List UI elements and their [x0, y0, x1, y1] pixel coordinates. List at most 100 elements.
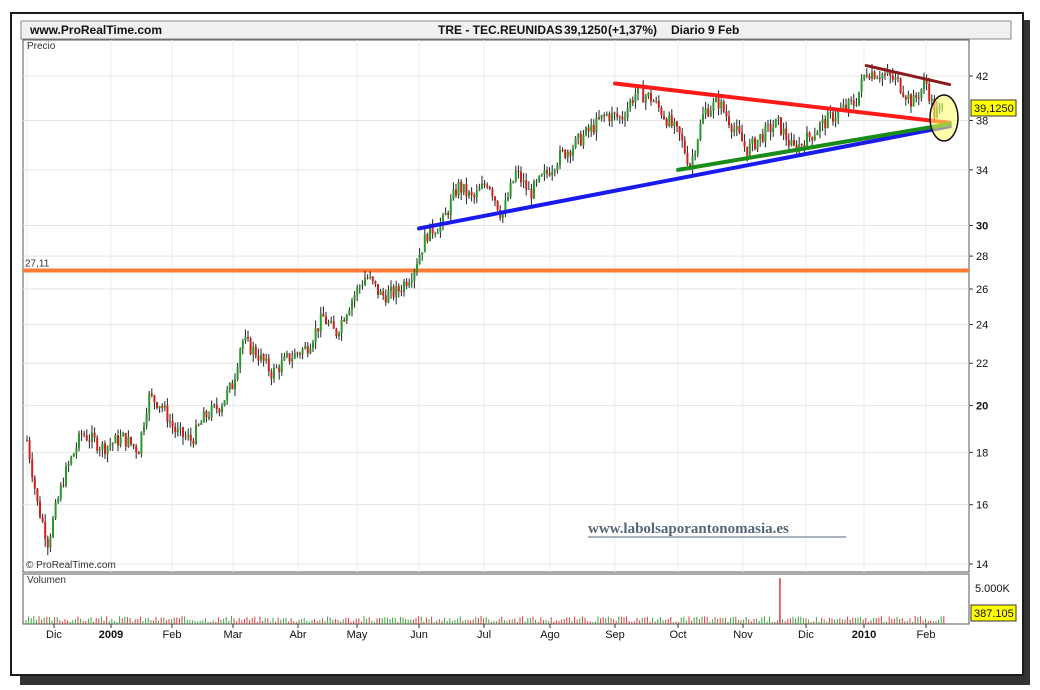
- candle-body: [605, 113, 608, 116]
- y-tick-label: 38: [976, 115, 988, 127]
- candle-body: [800, 143, 803, 145]
- candle-body: [915, 95, 918, 98]
- candle-body: [577, 133, 580, 138]
- x-tick-label: Abr: [289, 629, 306, 641]
- candle-body: [496, 200, 499, 211]
- candle-body: [124, 432, 127, 447]
- candle-body: [283, 356, 286, 361]
- x-tick-label: May: [347, 629, 368, 641]
- candle-body: [530, 188, 533, 199]
- price-panel[interactable]: [22, 39, 970, 573]
- x-tick-label: Ago: [540, 629, 560, 641]
- candle-body: [881, 73, 884, 79]
- candle-body: [738, 126, 741, 133]
- candle-body: [889, 71, 892, 76]
- candle-body: [551, 171, 554, 176]
- candle-body: [483, 183, 486, 186]
- candle-body: [197, 424, 200, 426]
- candle-body: [241, 340, 244, 350]
- candle-body: [234, 379, 236, 390]
- candle-body: [59, 484, 62, 499]
- candle-body: [782, 128, 785, 135]
- y-tick-label: 22: [976, 358, 988, 370]
- candle-body: [265, 358, 268, 361]
- candle-body: [774, 118, 777, 128]
- candle-body: [434, 233, 437, 235]
- candle-body: [699, 123, 702, 140]
- x-tick-label: Sep: [605, 629, 625, 641]
- candle-body: [465, 184, 468, 197]
- candle-body: [816, 131, 819, 136]
- candle-body: [512, 181, 515, 183]
- volume-panel[interactable]: [22, 573, 970, 625]
- candle-body: [171, 421, 174, 427]
- candle-body: [205, 411, 208, 418]
- x-tick-label: Dic: [798, 629, 814, 641]
- candle-body: [78, 433, 80, 448]
- y-tick-label: 26: [976, 284, 988, 296]
- candle-body: [756, 139, 759, 150]
- candle-body: [923, 80, 925, 90]
- candle-body: [603, 114, 606, 116]
- candle-body: [647, 92, 650, 97]
- candle-body: [585, 127, 587, 136]
- candle-body: [148, 393, 151, 414]
- candle-body: [707, 108, 710, 117]
- candle-body: [564, 149, 567, 158]
- candle-body: [161, 406, 164, 408]
- candle-body: [868, 75, 871, 79]
- candle-body: [221, 405, 223, 413]
- candle-body: [702, 114, 704, 124]
- x-tick-label: Nov: [733, 629, 753, 641]
- candle-body: [587, 127, 590, 132]
- candle-body: [98, 449, 101, 451]
- candle-body: [390, 286, 392, 292]
- candle-body: [345, 314, 348, 322]
- candle-body: [387, 291, 390, 303]
- candle-body: [257, 355, 260, 361]
- candle-body: [481, 183, 483, 189]
- candle-body: [296, 352, 299, 354]
- candle-body: [876, 77, 879, 79]
- candle-body: [182, 427, 184, 438]
- y-tick-label: 24: [976, 320, 988, 332]
- candle-body: [725, 111, 728, 117]
- candle-body: [847, 99, 850, 110]
- candle-body: [592, 124, 595, 133]
- candle-body: [140, 431, 143, 455]
- candle-body: [273, 367, 275, 379]
- candle-body: [894, 77, 897, 80]
- x-tick-label: 2009: [99, 629, 123, 641]
- candle-body: [494, 196, 496, 201]
- candle-body: [790, 140, 793, 146]
- y-axis: 42 38 34 30 28 26 24 22 20 18 16 14: [969, 71, 988, 571]
- copyright: © ProRealTime.com: [26, 560, 116, 571]
- candle-body: [65, 466, 67, 486]
- candle-body: [608, 113, 611, 122]
- candle-body: [252, 346, 255, 355]
- y-tick-label: 42: [976, 71, 988, 83]
- candle-body: [543, 170, 546, 175]
- candle-body: [673, 121, 676, 127]
- candle-body: [132, 444, 135, 447]
- y-tick-label: 30: [976, 220, 988, 232]
- candle-body: [52, 518, 54, 537]
- candle-body: [897, 77, 899, 79]
- candle-body: [902, 92, 905, 97]
- candle-body: [348, 309, 351, 315]
- candle-body: [215, 404, 218, 410]
- candle-body: [262, 354, 265, 361]
- candle-body: [104, 443, 106, 455]
- candle-body: [366, 277, 369, 279]
- candle-body: [72, 453, 75, 457]
- candle-body: [371, 276, 374, 282]
- candle-body: [748, 143, 751, 158]
- volume-badge: 387.105: [974, 608, 1014, 620]
- candle-body: [863, 75, 866, 79]
- candle-body: [377, 284, 379, 295]
- candle-body: [600, 114, 603, 119]
- candle-body: [642, 86, 645, 103]
- candle-body: [917, 97, 920, 99]
- candle-body: [611, 112, 613, 122]
- site-title[interactable]: www.ProRealTime.com: [29, 23, 162, 37]
